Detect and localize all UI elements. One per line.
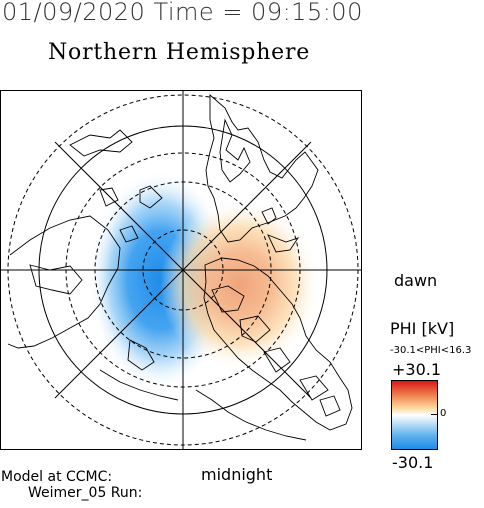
model-label: Model at CCMC: <box>1 469 113 485</box>
polar-map <box>0 90 362 450</box>
dawn-label: dawn <box>394 271 438 290</box>
potential-pattern <box>88 170 320 390</box>
colorbar-mid-label: 0 <box>440 408 447 419</box>
plot-title: Northern Hemisphere <box>48 40 311 65</box>
colorbar-min-label: -30.1 <box>392 453 434 472</box>
midnight-label: midnight <box>201 465 273 484</box>
run-label: Weimer_05 Run: <box>28 485 143 501</box>
coastlines <box>7 94 353 441</box>
colorbar-max-label: +30.1 <box>392 360 442 379</box>
meridian-lines <box>0 90 362 450</box>
positive-potential-cell <box>160 200 320 370</box>
colorbar-zero-tick <box>431 414 437 415</box>
colorbar-range-text: -30.1<PHI<16.3 <box>390 345 472 356</box>
colorbar <box>391 380 438 450</box>
timestamp-header: 01/09/2020 Time = 09:15:00 <box>2 0 363 26</box>
colorbar-quantity-label: PHI [kV] <box>390 319 455 338</box>
